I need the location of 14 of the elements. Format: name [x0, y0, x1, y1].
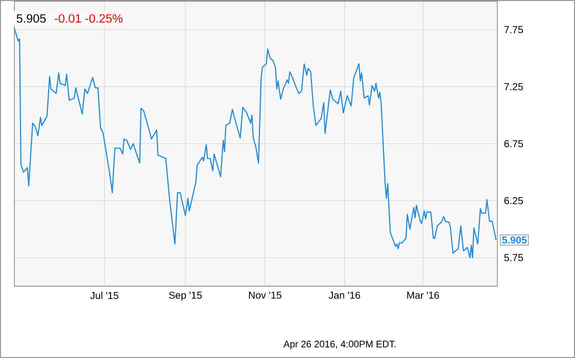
x-tick-label: Jan '16: [328, 292, 360, 299]
x-tick-label: Sep '15: [169, 292, 202, 301]
y-tick-label: 5.75: [504, 254, 523, 262]
y-tick-label: 7.25: [504, 83, 523, 90]
x-tick-label: Nov '15: [249, 292, 282, 299]
x-tick-label: Mar '16: [407, 292, 440, 299]
text: Apr 26 2016, 4:00PM EDT.: [283, 340, 396, 350]
y-tick-label: 6.75: [504, 140, 523, 148]
y-tick-label: 6.25: [504, 197, 523, 204]
text: 5.905: [16, 14, 46, 23]
x-tick-label: Jul '15: [90, 292, 118, 300]
text: -0.01 -0.25%: [54, 14, 122, 23]
y-tick-label: 7.75: [504, 26, 523, 34]
data-label: 5.905: [502, 236, 527, 244]
